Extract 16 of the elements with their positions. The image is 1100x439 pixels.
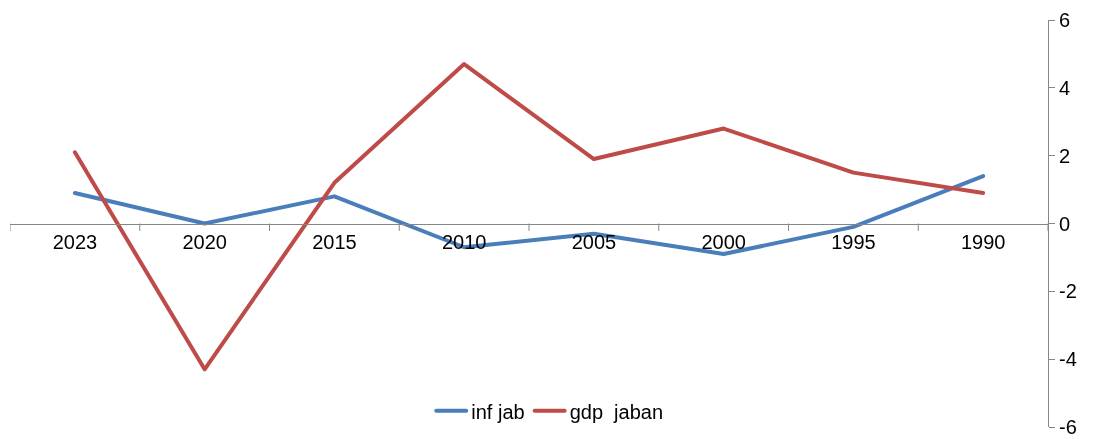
legend-label: inf jab — [471, 400, 525, 423]
x-tick-label: 2000 — [701, 230, 746, 253]
y-tick-label: -2 — [1059, 280, 1077, 303]
y-tick-label: 0 — [1059, 212, 1071, 235]
legend-label: gdp jaban — [569, 400, 664, 423]
y-tick-label: 6 — [1059, 9, 1071, 31]
y-tick-label: -4 — [1059, 348, 1077, 371]
x-tick-label: 1990 — [960, 230, 1006, 253]
x-tick-label: 1995 — [831, 230, 876, 253]
y-tick-label: 4 — [1059, 76, 1071, 99]
x-tick-label: 2015 — [312, 230, 357, 253]
y-tick-label: 2 — [1059, 144, 1071, 167]
x-tick-label: 2023 — [52, 230, 98, 253]
x-tick-label: 2020 — [182, 230, 227, 253]
x-tick-label: 2005 — [571, 230, 617, 253]
y-tick-label: -6 — [1059, 416, 1077, 438]
